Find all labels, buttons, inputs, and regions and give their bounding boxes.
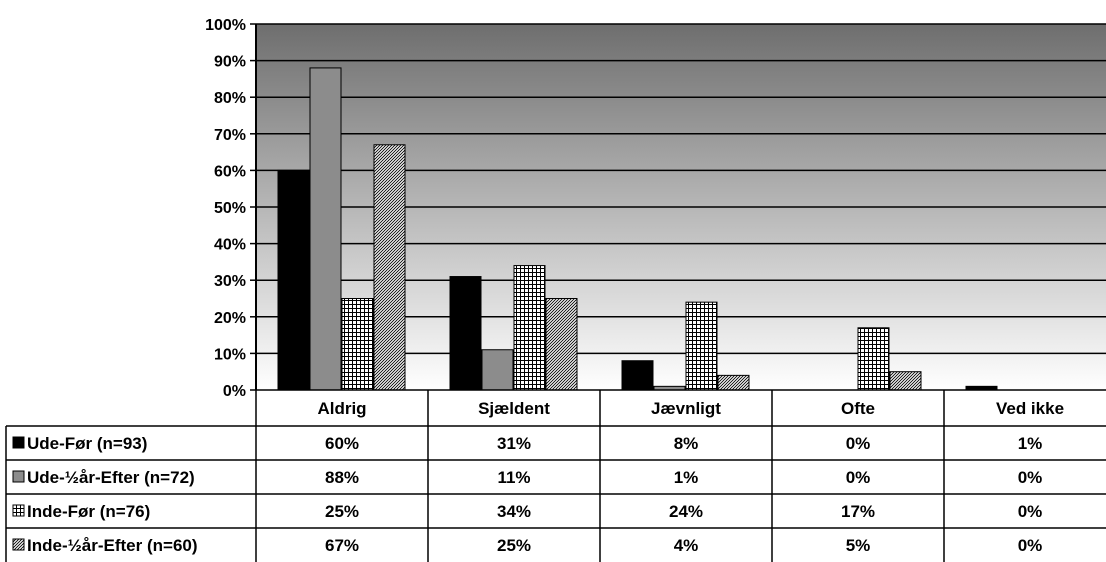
bars [277,67,998,391]
bar [717,374,750,391]
bar [341,298,374,391]
data-label: 1% [1018,434,1043,453]
bar [449,276,482,391]
legend-swatch [12,436,25,449]
bar [889,371,922,391]
x-tick-label: Aldrig [317,399,366,418]
y-tick-label: 30% [214,273,246,290]
legend-swatch [12,504,25,517]
data-label: 88% [325,468,359,487]
y-tick-label: 50% [214,200,246,217]
data-label: 5% [846,536,871,555]
y-tick-label: 10% [214,346,246,363]
bar [685,301,718,391]
legend-swatch [12,538,25,551]
y-tick-label: 0% [223,383,246,400]
legend-swatch [12,470,25,483]
data-label: 0% [1018,468,1043,487]
y-tick-label: 70% [214,127,246,144]
data-label: 0% [846,434,871,453]
y-tick-label: 80% [214,90,246,107]
legend-label: Inde-Før (n=76) [27,502,150,521]
y-axis-ticks: 0% 10% 20% 30% 40% 50% 60% 70% 80% 90% 100% [205,17,256,400]
data-label: 1% [674,468,699,487]
data-label: 0% [1018,502,1043,521]
data-label: 31% [497,434,531,453]
legend-label: Ude-Før (n=93) [27,434,147,453]
bar [621,360,654,391]
data-label: 67% [325,536,359,555]
data-label: 11% [497,468,530,487]
x-tick-label: Ved ikke [996,399,1064,418]
bar [481,349,514,391]
y-tick-label: 90% [214,54,246,71]
legend-label: Inde-½år-Efter (n=60) [27,536,198,555]
bar [545,298,578,391]
x-tick-label: Jævnligt [651,399,721,418]
y-tick-label: 60% [214,163,246,180]
data-label: 25% [325,502,359,521]
data-table: Aldrig Sjældent Jævnligt Ofte Ved ikke Ude-Fø… [5,389,1106,562]
data-label: 24% [669,502,703,521]
legend-label: Ude-½år-Efter (n=72) [27,468,195,487]
bar [373,144,406,391]
y-tick-label: 40% [214,237,246,254]
y-tick-label: 20% [214,310,246,327]
data-label: 34% [497,502,531,521]
bar [513,265,546,391]
data-label: 4% [674,536,699,555]
data-label: 17% [841,502,875,521]
data-label: 0% [1018,536,1043,555]
bar [309,67,342,391]
bar [277,169,310,391]
x-tick-label: Ofte [841,399,875,418]
y-tick-label: 100% [205,17,246,34]
bar [857,327,890,391]
data-label: 25% [497,536,531,555]
data-label: 60% [325,434,359,453]
x-tick-label: Sjældent [478,399,550,418]
data-label: 8% [674,434,699,453]
data-label: 0% [846,468,871,487]
